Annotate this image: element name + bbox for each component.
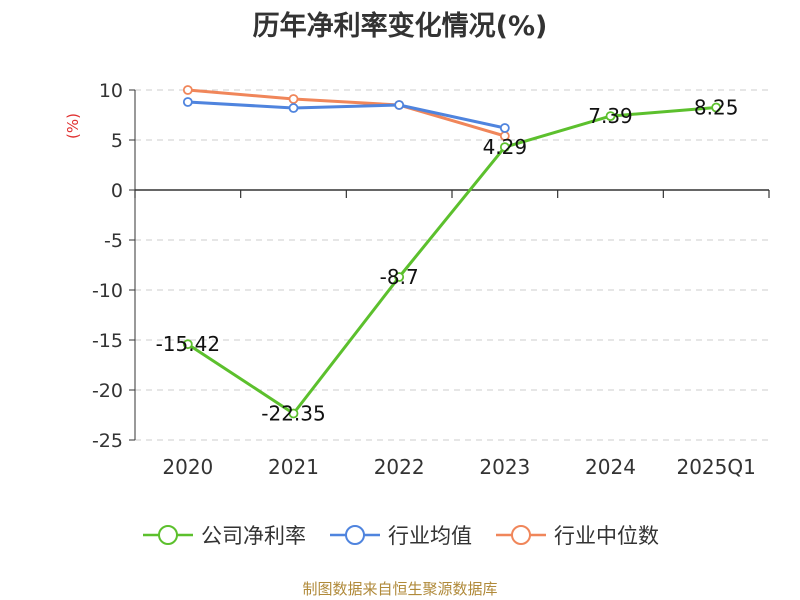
y-axis-label: (%) xyxy=(64,113,82,139)
x-tick-label: 2021 xyxy=(268,455,319,479)
series-line xyxy=(187,100,506,130)
chart-title: 历年净利率变化情况(%) xyxy=(252,11,548,42)
data-point xyxy=(394,100,405,110)
data-point xyxy=(182,85,193,95)
legend-label: 行业中位数 xyxy=(554,524,659,548)
data-label: -22.35 xyxy=(261,402,325,426)
data-point xyxy=(499,123,510,133)
legend-marker-icon xyxy=(496,525,546,545)
x-tick-label: 2023 xyxy=(479,455,530,479)
source-note: 制图数据来自恒生聚源数据库 xyxy=(302,580,498,598)
y-tick-label: -15 xyxy=(92,330,123,352)
data-label: 8.25 xyxy=(694,96,739,120)
legend-item: 行业均值 xyxy=(328,520,472,550)
y-tick-label: 5 xyxy=(111,130,123,152)
data-point xyxy=(711,102,722,113)
data-label: 4.29 xyxy=(483,135,528,159)
y-tick-label: -5 xyxy=(104,230,123,252)
data-labels: -15.42 -22.35 -8.7 4.29 7.39 8.25 xyxy=(156,96,739,426)
x-tick-label: 2024 xyxy=(585,455,636,479)
data-point xyxy=(288,103,299,113)
data-label: -8.7 xyxy=(380,265,419,289)
grid-lines xyxy=(135,89,769,441)
legend: 公司净利率 行业均值 行业中位数 xyxy=(0,520,800,550)
y-tick-label: 0 xyxy=(111,180,123,202)
y-tick-label: -25 xyxy=(92,430,123,452)
data-label: 7.39 xyxy=(588,104,633,128)
data-point xyxy=(182,339,193,350)
legend-item: 公司净利率 xyxy=(141,520,306,550)
series-lines xyxy=(182,85,722,419)
data-point xyxy=(499,142,510,153)
x-tick-label: 2025Q1 xyxy=(676,455,755,479)
y-tick-label: -10 xyxy=(92,280,123,302)
legend-label: 公司净利率 xyxy=(201,524,306,548)
x-tick-label: 2020 xyxy=(162,455,213,479)
series-line xyxy=(187,88,506,138)
x-tick-label: 2022 xyxy=(374,455,425,479)
data-point xyxy=(605,111,616,121)
y-tick-label: 10 xyxy=(99,80,123,102)
data-point xyxy=(288,94,299,104)
data-point xyxy=(288,408,299,419)
y-tick-label: -20 xyxy=(92,380,123,402)
legend-marker-icon xyxy=(330,525,380,545)
data-point xyxy=(182,97,193,107)
series-line xyxy=(187,106,717,415)
data-label: -15.42 xyxy=(156,332,220,356)
axes: 10 5 0 -5 -10 -15 -20 -25 2020 2021 2022 2023 2024 20… xyxy=(92,80,770,479)
legend-marker-icon xyxy=(143,525,193,545)
legend-item: 行业中位数 xyxy=(494,520,659,550)
legend-label: 行业均值 xyxy=(388,524,472,548)
data-point xyxy=(394,272,405,282)
